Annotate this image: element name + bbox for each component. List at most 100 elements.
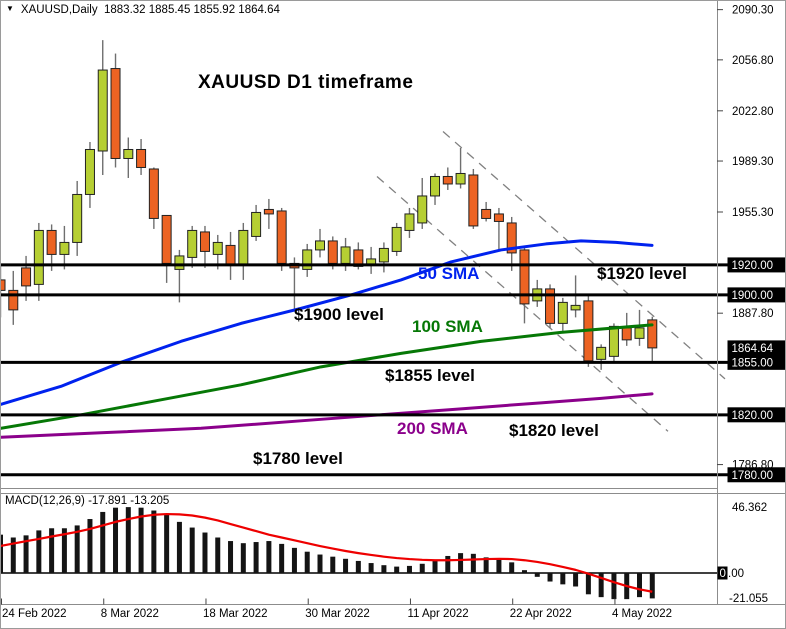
candle-body (148, 168, 159, 219)
macd-histogram-bar (266, 541, 272, 573)
macd-histogram-bar (240, 543, 246, 573)
macd-histogram-bar (164, 514, 170, 573)
dashed-trendline[interactable] (442, 131, 726, 380)
frame-layer (1, 1, 785, 605)
macd-histogram-bar (138, 507, 144, 573)
candle-body (430, 175, 441, 197)
macd-histogram-bar (151, 510, 157, 573)
candle-body (468, 174, 479, 227)
level-price-box (727, 467, 785, 483)
level-1855-label: $1855 level (385, 366, 475, 385)
sma-100 (1, 323, 654, 430)
symbol-info-bar: ▼ XAUUSD,Daily 1883.32 1885.45 1855.92 18… (6, 4, 280, 16)
candle-body (596, 346, 607, 360)
price-tick-label: 2090.30 (732, 5, 774, 17)
macd-histogram-bar (176, 521, 182, 573)
macd-histogram-bar (202, 532, 208, 573)
sma-50-line[interactable] (1, 239, 654, 406)
candle-body (187, 229, 198, 258)
macd-histogram-bar (573, 573, 579, 587)
macd-histogram-bar (1, 534, 3, 573)
date-tick-label: 11 Apr 2022 (407, 608, 468, 620)
candle-body (238, 229, 249, 266)
candle-body (161, 214, 172, 264)
candle-body (378, 247, 389, 263)
macd-histogram-bar (406, 565, 412, 573)
sma200-label: 200 SMA (397, 419, 468, 438)
candle-body (327, 240, 338, 264)
candle-body (1, 279, 6, 291)
sma50-label: 50 SMA (418, 264, 480, 283)
candle-body (72, 193, 83, 243)
macd-histogram-bar (125, 507, 131, 573)
macd-zero-box (717, 566, 728, 580)
macd-histogram-bar (585, 573, 591, 595)
candle-body (570, 304, 581, 311)
macd-histogram-bar (189, 527, 195, 573)
sma100-label: 100 SMA (412, 317, 483, 336)
macd-indicator-header: MACD(12,26,9) -17.891 -13.205 (5, 495, 170, 507)
candle-body (608, 325, 619, 357)
macd-histogram-bar (355, 560, 361, 573)
candle-body (263, 208, 274, 215)
macd-histogram-bar (598, 573, 604, 598)
current-price-box-text: 1864.64 (732, 343, 774, 355)
price-tick-label: 2056.80 (732, 55, 774, 67)
sma-100-line[interactable] (1, 323, 654, 430)
candle-body (481, 208, 492, 219)
macd-histogram-bar (291, 547, 297, 573)
macd-histogram-bar (560, 573, 566, 585)
levels-layer (1, 263, 728, 477)
price-tick-label: 2022.80 (732, 106, 774, 118)
macd-histogram-bar (228, 541, 234, 573)
macd-histogram-bar (330, 556, 336, 573)
candle-body (417, 195, 428, 224)
macd-tick-label: -21.055 (729, 593, 768, 605)
date-tick-label: 18 Mar 2022 (203, 608, 268, 620)
macd-histogram-bar (253, 542, 259, 573)
macd-histogram-bar (458, 553, 464, 573)
macd-histogram-bar (509, 562, 515, 573)
candle-body (621, 327, 632, 341)
candle-body (557, 301, 568, 324)
candle-body (340, 246, 351, 264)
candle-body (391, 226, 402, 252)
level-price-box-text: 1780.00 (732, 470, 774, 482)
macd-histogram-bar (113, 507, 119, 573)
level-price-box-text: 1855.00 (732, 357, 774, 369)
sma-50 (1, 239, 654, 406)
candle-body (442, 175, 453, 185)
macd-histogram-bar (10, 537, 16, 573)
macd-histogram-bar (394, 566, 400, 573)
date-tick-label: 22 Apr 2022 (510, 608, 572, 620)
macd-histogram-bar (343, 558, 349, 573)
level-price-box-text: 1820.00 (732, 410, 774, 422)
level-price-box-text: 1900.00 (732, 290, 774, 302)
macd-histogram-bar (317, 554, 323, 573)
macd-histogram-bar (637, 573, 642, 598)
candle-body (545, 288, 556, 324)
macd-histogram-bar (611, 573, 617, 600)
candle-body (455, 172, 466, 185)
macd-histogram-bar (23, 535, 29, 573)
candle-body (59, 241, 70, 255)
macd-histogram-bar (534, 573, 540, 577)
candle-body (174, 255, 185, 270)
price-tick-label: 1887.80 (732, 308, 774, 320)
candle-body (493, 213, 504, 222)
level-price-box (727, 287, 785, 303)
candle-body (276, 210, 287, 264)
candle-body (21, 267, 32, 287)
collapse-triangle-icon[interactable]: ▼ (6, 4, 14, 13)
time-axis-layer: 24 Feb 2022 8 Mar 2022 18 Mar 2022 30 Mar 2… (1, 598, 672, 620)
date-tick-label: 24 Feb 2022 (2, 608, 67, 620)
level-1780-label: $1780 level (253, 449, 343, 468)
current-price-box (727, 340, 785, 356)
level-1920-label: $1920 level (597, 264, 687, 283)
candle-body (251, 211, 262, 237)
price-tick-label: 1955.30 (732, 207, 774, 219)
macd-layer (1, 507, 717, 600)
macd-histogram-bar (445, 555, 451, 573)
candle-body (97, 69, 108, 152)
